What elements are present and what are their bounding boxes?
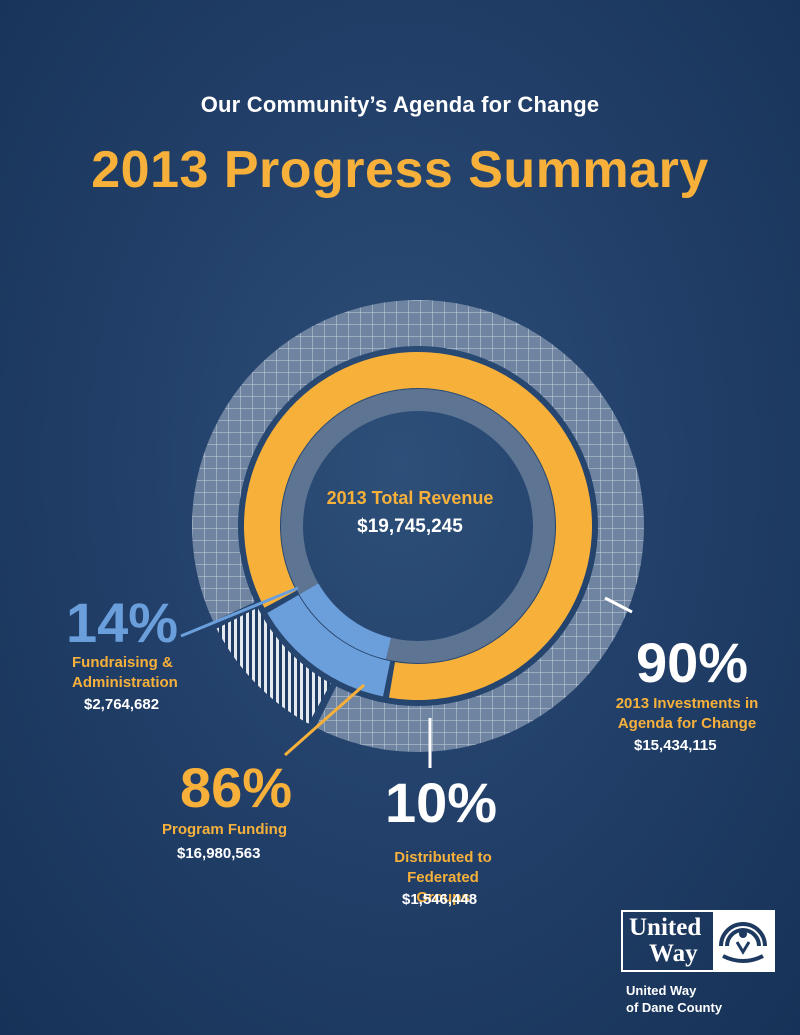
agenda-leader (604, 596, 633, 614)
inner-ring (244, 352, 593, 700)
fundraising-label: Fundraising & Administration (72, 653, 178, 693)
logo-wordmark: United Way (629, 915, 701, 967)
agenda-amount: $15,434,115 (634, 737, 717, 754)
page-title: 2013 Progress Summary (91, 141, 709, 199)
program-leader (284, 683, 365, 757)
page-subtitle: Our Community’s Agenda for Change (200, 92, 600, 117)
fundraising-percent: 14% (66, 591, 179, 654)
fundraising-label-line1: Fundraising & (72, 654, 173, 671)
agenda-label: 2013 Investments in Agenda for Change (612, 694, 762, 734)
inner-track-ring (281, 389, 555, 663)
federated-label-line2: Federated Groups (407, 869, 479, 906)
track-slice-fundraising (299, 583, 391, 660)
program-amount: $16,980,563 (177, 845, 261, 862)
federated-amount: $1,546,448 (402, 891, 478, 908)
federated-label-line1: Distributed to (394, 849, 492, 866)
federated-label: Distributed to Federated Groups (388, 848, 498, 908)
logo-caption: United Way of Dane County (626, 982, 722, 1016)
total-revenue-label: 2013 Total Revenue (326, 488, 494, 508)
united-way-hand-icon (713, 912, 773, 970)
outer-slice-federated (216, 607, 331, 724)
inner-slice-fundraising (267, 595, 391, 697)
logo-caption-line1: United Way (626, 983, 697, 998)
logo-caption-line2: of Dane County (626, 1000, 723, 1015)
fundraising-leader (180, 586, 299, 638)
agenda-label-line1: 2013 Investments in (615, 695, 759, 712)
program-percent: 86% (180, 756, 293, 819)
agenda-label-line2: Agenda for Change (617, 715, 757, 732)
federated-percent: 10% (385, 771, 498, 834)
fundraising-amount: $2,764,682 (84, 696, 160, 713)
fundraising-callout: 14% (66, 590, 178, 655)
callout-leaders (180, 586, 633, 768)
outer-ring (192, 300, 644, 753)
logo-line1: United (629, 914, 702, 941)
program-label: Program Funding (162, 821, 287, 838)
agenda-percent: 90% (636, 631, 749, 694)
fundraising-label-line2: Administration (72, 674, 178, 691)
united-way-logo: United Way (621, 910, 775, 972)
logo-line2: Way (649, 940, 698, 967)
total-revenue-value: $19,745,245 (357, 516, 463, 537)
